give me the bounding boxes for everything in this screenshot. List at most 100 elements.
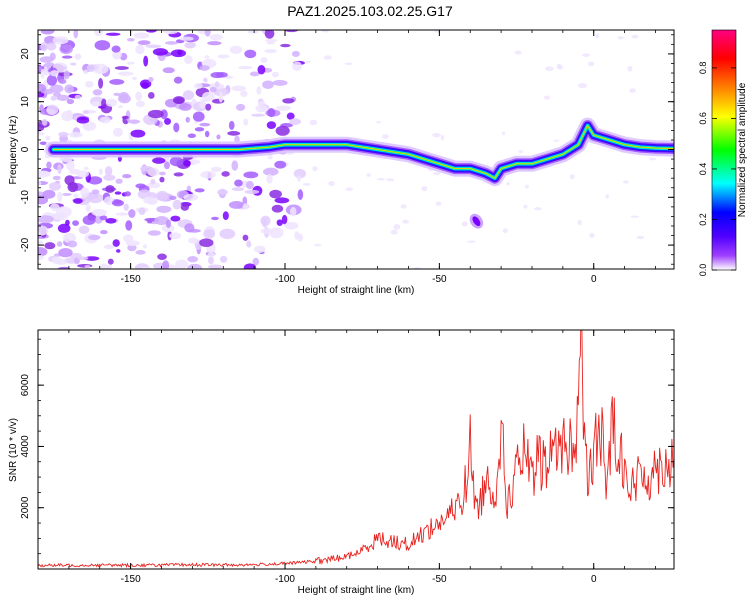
- heatmap-x-tick-label: -50: [432, 274, 447, 285]
- heatmap-noise-blob: [39, 141, 48, 146]
- heatmap-noise-blob: [115, 178, 123, 184]
- heatmap-noise-blob: [123, 203, 129, 211]
- heatmap-noise-blob: [173, 122, 180, 133]
- heatmap-noise-blob: [275, 125, 290, 136]
- heatmap-noise-blob: [243, 171, 259, 179]
- snr-y-tick-label: 2000: [20, 496, 31, 519]
- heatmap-noise-blob: [135, 44, 145, 55]
- heatmap-noise-blob: [38, 180, 42, 186]
- heatmap-noise-blob: [56, 241, 63, 247]
- heatmap-noise-blob: [57, 266, 71, 269]
- heatmap-noise-blob: [376, 178, 386, 181]
- heatmap-noise-blob: [164, 41, 178, 45]
- heatmap-noise-blob: [243, 118, 249, 126]
- heatmap-noise-blob: [289, 118, 301, 126]
- heatmap-noise-blob: [88, 234, 101, 241]
- heatmap-x-axis: -150 -100 -50 0: [37, 30, 656, 285]
- heatmap-noise-blob: [142, 244, 148, 249]
- heatmap-noise-blob: [152, 157, 166, 164]
- heatmap-noise-blob: [114, 66, 129, 70]
- heatmap-noise-blob: [274, 160, 287, 169]
- heatmap-noise-blob: [141, 82, 150, 90]
- heatmap-noise-blob: [130, 129, 146, 138]
- heatmap-noise-blob: [46, 161, 52, 169]
- heatmap-y-tick-label: 0: [20, 146, 31, 152]
- heatmap-noise-blob: [148, 230, 161, 236]
- snr-series-line: [38, 330, 674, 568]
- heatmap-noise-blob: [297, 175, 302, 182]
- colorbar: 0.0 0.2 0.4 0.6 0.8 Normalized spectral ampl…: [698, 29, 748, 276]
- heatmap-noise-blob: [264, 38, 278, 43]
- heatmap-y-tick-label: -20: [20, 237, 31, 252]
- heatmap-noise-blob: [199, 100, 206, 109]
- heatmap-noise-blob: [240, 90, 248, 98]
- heatmap-noise-blob: [57, 164, 62, 175]
- heatmap-noise-blob: [193, 83, 203, 89]
- heatmap-noise-blob: [127, 119, 141, 124]
- heatmap-noise-blob: [194, 127, 205, 132]
- heatmap-noise-blob: [180, 202, 190, 211]
- heatmap-noise-blob: [284, 30, 299, 33]
- heatmap-noise-blob: [85, 204, 91, 212]
- heatmap-noise-blob: [105, 32, 121, 36]
- heatmap-noise-blob: [345, 187, 353, 191]
- snr-frame: [37, 329, 675, 570]
- heatmap-noise-blob: [38, 195, 49, 205]
- heatmap-noise-blob: [344, 62, 353, 65]
- colorbar-gradient: [711, 29, 737, 271]
- heatmap-noise-blob: [169, 195, 177, 201]
- heatmap-noise-blob: [38, 66, 43, 71]
- heatmap-noise-blob: [297, 189, 304, 201]
- heatmap-noise-blob: [143, 196, 156, 204]
- heatmap-noise-blob: [61, 55, 73, 59]
- heatmap-noise-blob: [99, 116, 111, 124]
- heatmap-ridge: [45, 117, 674, 229]
- heatmap-noise-blob: [207, 41, 222, 46]
- heatmap-noise-blob: [203, 229, 216, 239]
- heatmap-noise-blob: [244, 189, 260, 194]
- heatmap-noise-blob: [211, 216, 219, 221]
- heatmap-noise-blob: [524, 184, 529, 189]
- heatmap-noise-blob: [595, 33, 600, 39]
- heatmap-noise-blob: [112, 239, 120, 247]
- heatmap-noise-blob: [231, 160, 239, 171]
- heatmap-noise-blob: [85, 80, 94, 88]
- heatmap-noise-blob: [534, 207, 542, 211]
- heatmap-noise-blob: [260, 57, 268, 63]
- heatmap-noise-blob: [366, 173, 372, 178]
- heatmap-noise-blob: [214, 81, 220, 88]
- heatmap-noise-blob: [502, 131, 506, 136]
- heatmap-noise-blob: [209, 86, 217, 93]
- heatmap-noise-blob: [128, 209, 136, 218]
- heatmap-noise-blob: [225, 75, 234, 79]
- heatmap-noise-blob: [636, 235, 645, 240]
- heatmap-noise-blob: [179, 36, 194, 41]
- heatmap-noise-blob: [244, 49, 257, 59]
- heatmap-noise-blob: [281, 214, 288, 225]
- heatmap-noise-blob: [282, 98, 295, 104]
- heatmap-noise-blob: [582, 53, 591, 57]
- heatmap-noise-blob: [73, 30, 79, 39]
- heatmap-noise-blob: [297, 233, 304, 242]
- heatmap-noise-blob: [435, 201, 442, 206]
- heatmap-noise-blob: [156, 190, 169, 202]
- heatmap-noise-blob: [157, 253, 167, 260]
- heatmap-noise-blob: [82, 121, 97, 131]
- heatmap-noise-blob: [164, 117, 172, 125]
- heatmap-noise-blob: [150, 178, 156, 185]
- heatmap-noise-blob: [432, 132, 441, 138]
- heatmap-noise-blob: [91, 100, 100, 107]
- heatmap-noise-blob: [207, 252, 216, 258]
- heatmap-noise-blob: [135, 250, 146, 255]
- heatmap-noise-blob: [199, 122, 211, 127]
- heatmap-noise-blob: [163, 161, 170, 170]
- heatmap-noise-blob: [74, 53, 82, 60]
- heatmap-noise-blob: [84, 264, 91, 269]
- heatmap-noise-blob: [313, 243, 322, 247]
- heatmap-noise-blob: [118, 94, 131, 104]
- heatmap-noise-blob: [105, 217, 117, 224]
- heatmap-noise-blob: [49, 70, 59, 77]
- heatmap-noise-blob: [545, 66, 554, 72]
- heatmap-noise-blob: [162, 30, 179, 35]
